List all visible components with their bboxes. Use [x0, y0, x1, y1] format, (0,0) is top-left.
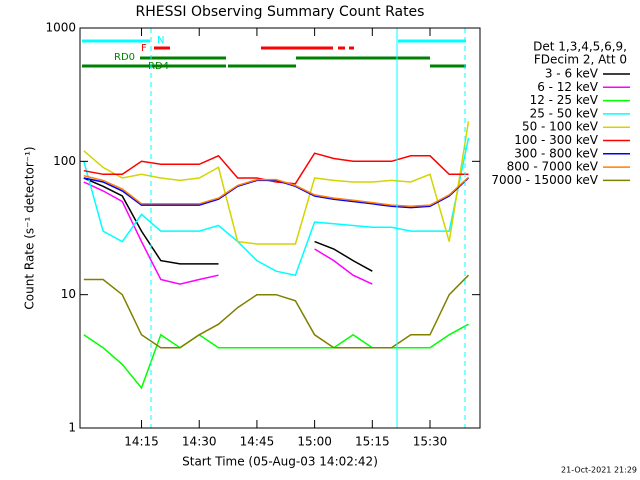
- annotation-bars: [82, 39, 466, 68]
- legend-label: 6 - 12 keV: [537, 80, 599, 94]
- plot-frame: [79, 27, 481, 429]
- y-tick-label: 100: [53, 154, 76, 168]
- time-markers: [150, 28, 466, 428]
- legend-header: FDecim 2, Att 0: [534, 53, 627, 67]
- timestamp: 21-Oct-2021 21:29: [561, 466, 637, 475]
- y-tick-label: 1: [68, 421, 76, 435]
- x-tick-label: 15:00: [297, 435, 332, 449]
- annotation: RD0: [114, 52, 135, 63]
- series-line: [83, 137, 470, 277]
- x-tick-label: 15:15: [355, 435, 390, 449]
- legend-label: 800 - 7000 keV: [507, 160, 599, 174]
- chart-title: RHESSI Observing Summary Count Rates: [136, 4, 425, 20]
- y-tick-label: 10: [61, 287, 76, 301]
- legend-label: 12 - 25 keV: [530, 93, 599, 107]
- annotation: RD4: [148, 61, 169, 72]
- annotation: F: [141, 43, 147, 54]
- x-tick-label: 14:30: [182, 435, 217, 449]
- x-tick-label: 15:30: [413, 435, 448, 449]
- legend-header: Det 1,3,4,5,6,9,: [533, 40, 627, 54]
- x-tick-label: 14:15: [124, 435, 159, 449]
- legend-label: 100 - 300 keV: [514, 133, 598, 147]
- series-line: [83, 274, 470, 349]
- legend-label: 25 - 50 keV: [530, 106, 599, 120]
- series-line: [83, 174, 470, 208]
- legend-label: 7000 - 15000 keV: [491, 173, 598, 187]
- legend-label: 300 - 800 keV: [514, 146, 598, 160]
- y-axis-label: Count Rate (s⁻¹ detector⁻¹): [23, 146, 37, 309]
- series-line: [83, 323, 469, 390]
- legend-label: 50 - 100 keV: [522, 120, 599, 134]
- series-line: [83, 121, 470, 245]
- series-line: [83, 152, 469, 185]
- y-tick-label: 1000: [45, 21, 76, 35]
- legend-label: 3 - 6 keV: [545, 67, 599, 81]
- annotation: N: [157, 35, 164, 46]
- plot-area: [83, 121, 470, 390]
- x-tick-label: 14:45: [240, 435, 275, 449]
- series-line: [83, 177, 470, 209]
- x-axis-label: Start Time (05-Aug-03 14:02:42): [182, 455, 378, 469]
